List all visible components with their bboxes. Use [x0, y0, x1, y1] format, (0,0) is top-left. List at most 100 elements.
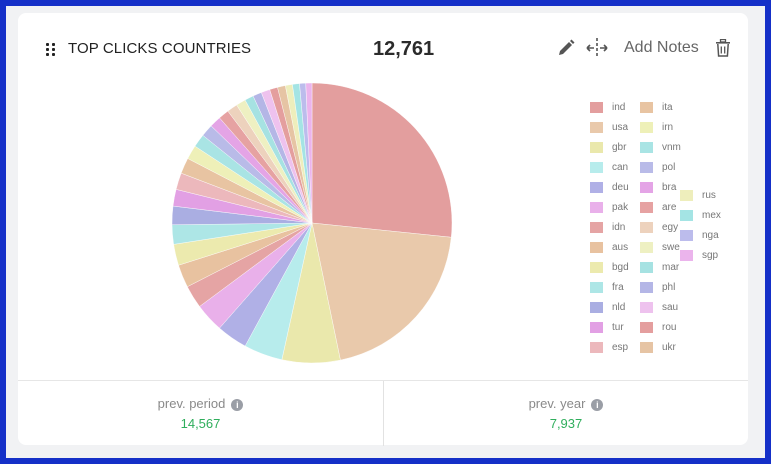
legend-label: mar — [662, 261, 680, 273]
legend-item-aus[interactable]: aus — [590, 240, 628, 254]
legend-item-nga[interactable]: nga — [680, 228, 719, 242]
legend-swatch — [590, 101, 603, 113]
legend-item-ukr[interactable]: ukr — [640, 340, 676, 354]
legend-swatch — [590, 221, 603, 233]
pie-slice-ind[interactable] — [311, 82, 453, 238]
dashboard-background: TOP CLICKS COUNTRIES 12,761 Add Notes — [6, 6, 765, 458]
legend-label: ind — [612, 101, 626, 113]
legend-swatch — [640, 341, 653, 353]
pie-slice-sgp[interactable] — [305, 82, 313, 224]
legend-label: tur — [612, 321, 624, 333]
move-horizontal-icon[interactable] — [585, 37, 609, 59]
legend-item-phl[interactable]: phl — [640, 280, 675, 294]
legend-label: sgp — [702, 249, 719, 261]
legend-label: can — [612, 161, 629, 173]
legend-swatch — [590, 261, 603, 273]
legend-item-ita[interactable]: ita — [640, 100, 673, 114]
legend-label: idn — [612, 221, 626, 233]
legend-label: rus — [702, 189, 716, 201]
legend-label: gbr — [612, 141, 627, 153]
legend-label: are — [662, 201, 677, 213]
legend-swatch — [590, 141, 603, 153]
legend-label: nld — [612, 301, 626, 313]
legend-item-ind[interactable]: ind — [590, 100, 625, 114]
widget-title: TOP CLICKS COUNTRIES — [68, 40, 252, 57]
legend-item-bra[interactable]: bra — [640, 180, 676, 194]
legend-swatch — [640, 321, 653, 333]
legend-label: ita — [662, 101, 673, 113]
legend-swatch — [590, 281, 603, 293]
legend-swatch — [640, 141, 653, 153]
legend-item-rus[interactable]: rus — [680, 188, 716, 202]
legend-item-deu[interactable]: deu — [590, 180, 629, 194]
legend-label: phl — [662, 281, 676, 293]
pie-slice-usa[interactable] — [311, 222, 452, 361]
legend-swatch — [590, 161, 603, 173]
legend-item-bgd[interactable]: bgd — [590, 260, 629, 274]
legend-swatch — [680, 229, 693, 241]
pie-chart[interactable] — [170, 81, 454, 365]
legend-swatch — [590, 241, 603, 253]
comparison-footer: prev. period i 14,567 prev. year i 7,937 — [18, 380, 748, 446]
legend-item-mar[interactable]: mar — [640, 260, 679, 274]
legend-label: vnm — [662, 141, 681, 153]
prev-period-value: 14,567 — [180, 416, 221, 431]
legend-item-egy[interactable]: egy — [640, 220, 678, 234]
legend-label: deu — [612, 181, 629, 193]
legend-swatch — [640, 221, 653, 233]
legend-item-pak[interactable]: pak — [590, 200, 628, 214]
legend-item-rou[interactable]: rou — [640, 320, 676, 334]
legend-item-esp[interactable]: esp — [590, 340, 628, 354]
legend-item-nld[interactable]: nld — [590, 300, 625, 314]
chart-legend: ind usa gbr can deu pak idn aus bgd fra nld tur esp i… — [578, 95, 738, 365]
legend-item-vnm[interactable]: vnm — [640, 140, 681, 154]
legend-swatch — [640, 241, 653, 253]
total-clicks-value: 12,761 — [373, 38, 435, 60]
legend-item-irn[interactable]: irn — [640, 120, 673, 134]
legend-label: bra — [662, 181, 677, 193]
legend-item-swe[interactable]: swe — [640, 240, 680, 254]
legend-swatch — [640, 301, 653, 313]
info-icon[interactable]: i — [591, 399, 604, 411]
legend-swatch — [640, 181, 653, 193]
add-notes-button[interactable]: Add Notes — [624, 39, 699, 56]
legend-swatch — [590, 181, 603, 193]
info-icon[interactable]: i — [231, 399, 244, 411]
drag-handle-icon[interactable] — [46, 43, 56, 57]
widget-header: TOP CLICKS COUNTRIES 12,761 Add Notes — [18, 13, 748, 73]
legend-item-usa[interactable]: usa — [590, 120, 628, 134]
trash-icon[interactable] — [715, 38, 731, 57]
legend-item-sau[interactable]: sau — [640, 300, 678, 314]
legend-label: pak — [612, 201, 629, 213]
legend-item-are[interactable]: are — [640, 200, 676, 214]
legend-item-can[interactable]: can — [590, 160, 628, 174]
legend-label: nga — [702, 229, 719, 241]
legend-swatch — [590, 201, 603, 213]
legend-label: usa — [612, 121, 629, 133]
legend-label: sau — [662, 301, 679, 313]
legend-swatch — [590, 321, 603, 333]
legend-item-idn[interactable]: idn — [590, 220, 625, 234]
legend-item-pol[interactable]: pol — [640, 160, 675, 174]
legend-label: pol — [662, 161, 676, 173]
legend-swatch — [640, 261, 653, 273]
prev-year-stat: prev. year i 7,937 — [383, 381, 748, 446]
legend-item-gbr[interactable]: gbr — [590, 140, 626, 154]
legend-item-tur[interactable]: tur — [590, 320, 624, 334]
legend-label: ukr — [662, 341, 676, 353]
legend-swatch — [640, 201, 653, 213]
legend-label: rou — [662, 321, 677, 333]
legend-swatch — [680, 189, 693, 201]
legend-label: mex — [702, 209, 721, 221]
legend-label: swe — [662, 241, 680, 253]
legend-label: esp — [612, 341, 629, 353]
legend-swatch — [680, 209, 693, 221]
legend-swatch — [640, 161, 653, 173]
pencil-icon[interactable] — [556, 38, 576, 58]
legend-swatch — [680, 249, 693, 261]
legend-item-mex[interactable]: mex — [680, 208, 721, 222]
legend-swatch — [590, 301, 603, 313]
legend-item-sgp[interactable]: sgp — [680, 248, 718, 262]
legend-swatch — [640, 101, 653, 113]
legend-item-fra[interactable]: fra — [590, 280, 624, 294]
